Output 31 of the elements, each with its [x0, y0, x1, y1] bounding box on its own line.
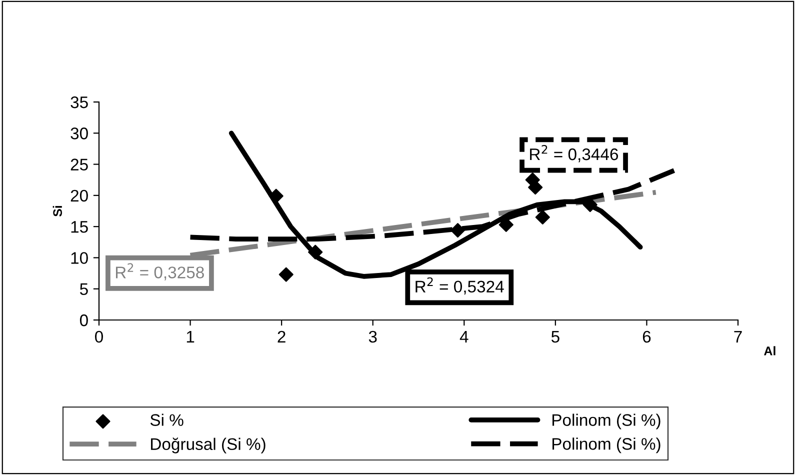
- y-tick-label: 15: [71, 221, 88, 233]
- x-tick-label: 3: [368, 330, 377, 343]
- point: [535, 210, 550, 225]
- y-tick-label: 35: [70, 96, 88, 108]
- point: [278, 267, 294, 282]
- text: Si %: [150, 414, 184, 426]
- legend-label: Polinom (Si %): [552, 438, 660, 454]
- x-axis-title: Al: [764, 346, 776, 356]
- x-tick-label: 0: [95, 330, 103, 343]
- annotation: R$^{2}$ = 0,3258: [116, 263, 204, 280]
- point: [308, 244, 323, 260]
- x-tick-label: 6: [642, 330, 651, 343]
- point: [450, 223, 466, 238]
- annotation: R$^{2}$ = 0,5324: [416, 277, 504, 295]
- point: [528, 180, 543, 195]
- y-tick-label: 10: [71, 252, 88, 264]
- y-tick-label: 0: [80, 314, 88, 326]
- x-tick-label: 7: [734, 331, 742, 342]
- annotation: R$^{2}$ = 0,3446: [530, 145, 618, 162]
- y-axis-title: Si: [52, 206, 62, 217]
- y-tick-label: 20: [70, 190, 88, 202]
- x-tick-label: 2: [278, 330, 286, 342]
- legend-label: Polinom (Si %): [552, 414, 660, 430]
- x-tick-label: 4: [460, 331, 468, 342]
- legend-label: Doğrusal (Si %): [151, 438, 266, 454]
- point: [268, 188, 284, 204]
- y-tick-label: 5: [80, 283, 88, 296]
- x-tick-label: 5: [551, 331, 560, 343]
- y-tick-label: 30: [70, 128, 88, 140]
- y-tick-label: 25: [70, 158, 88, 170]
- x-tick-label: 1: [186, 331, 194, 342]
